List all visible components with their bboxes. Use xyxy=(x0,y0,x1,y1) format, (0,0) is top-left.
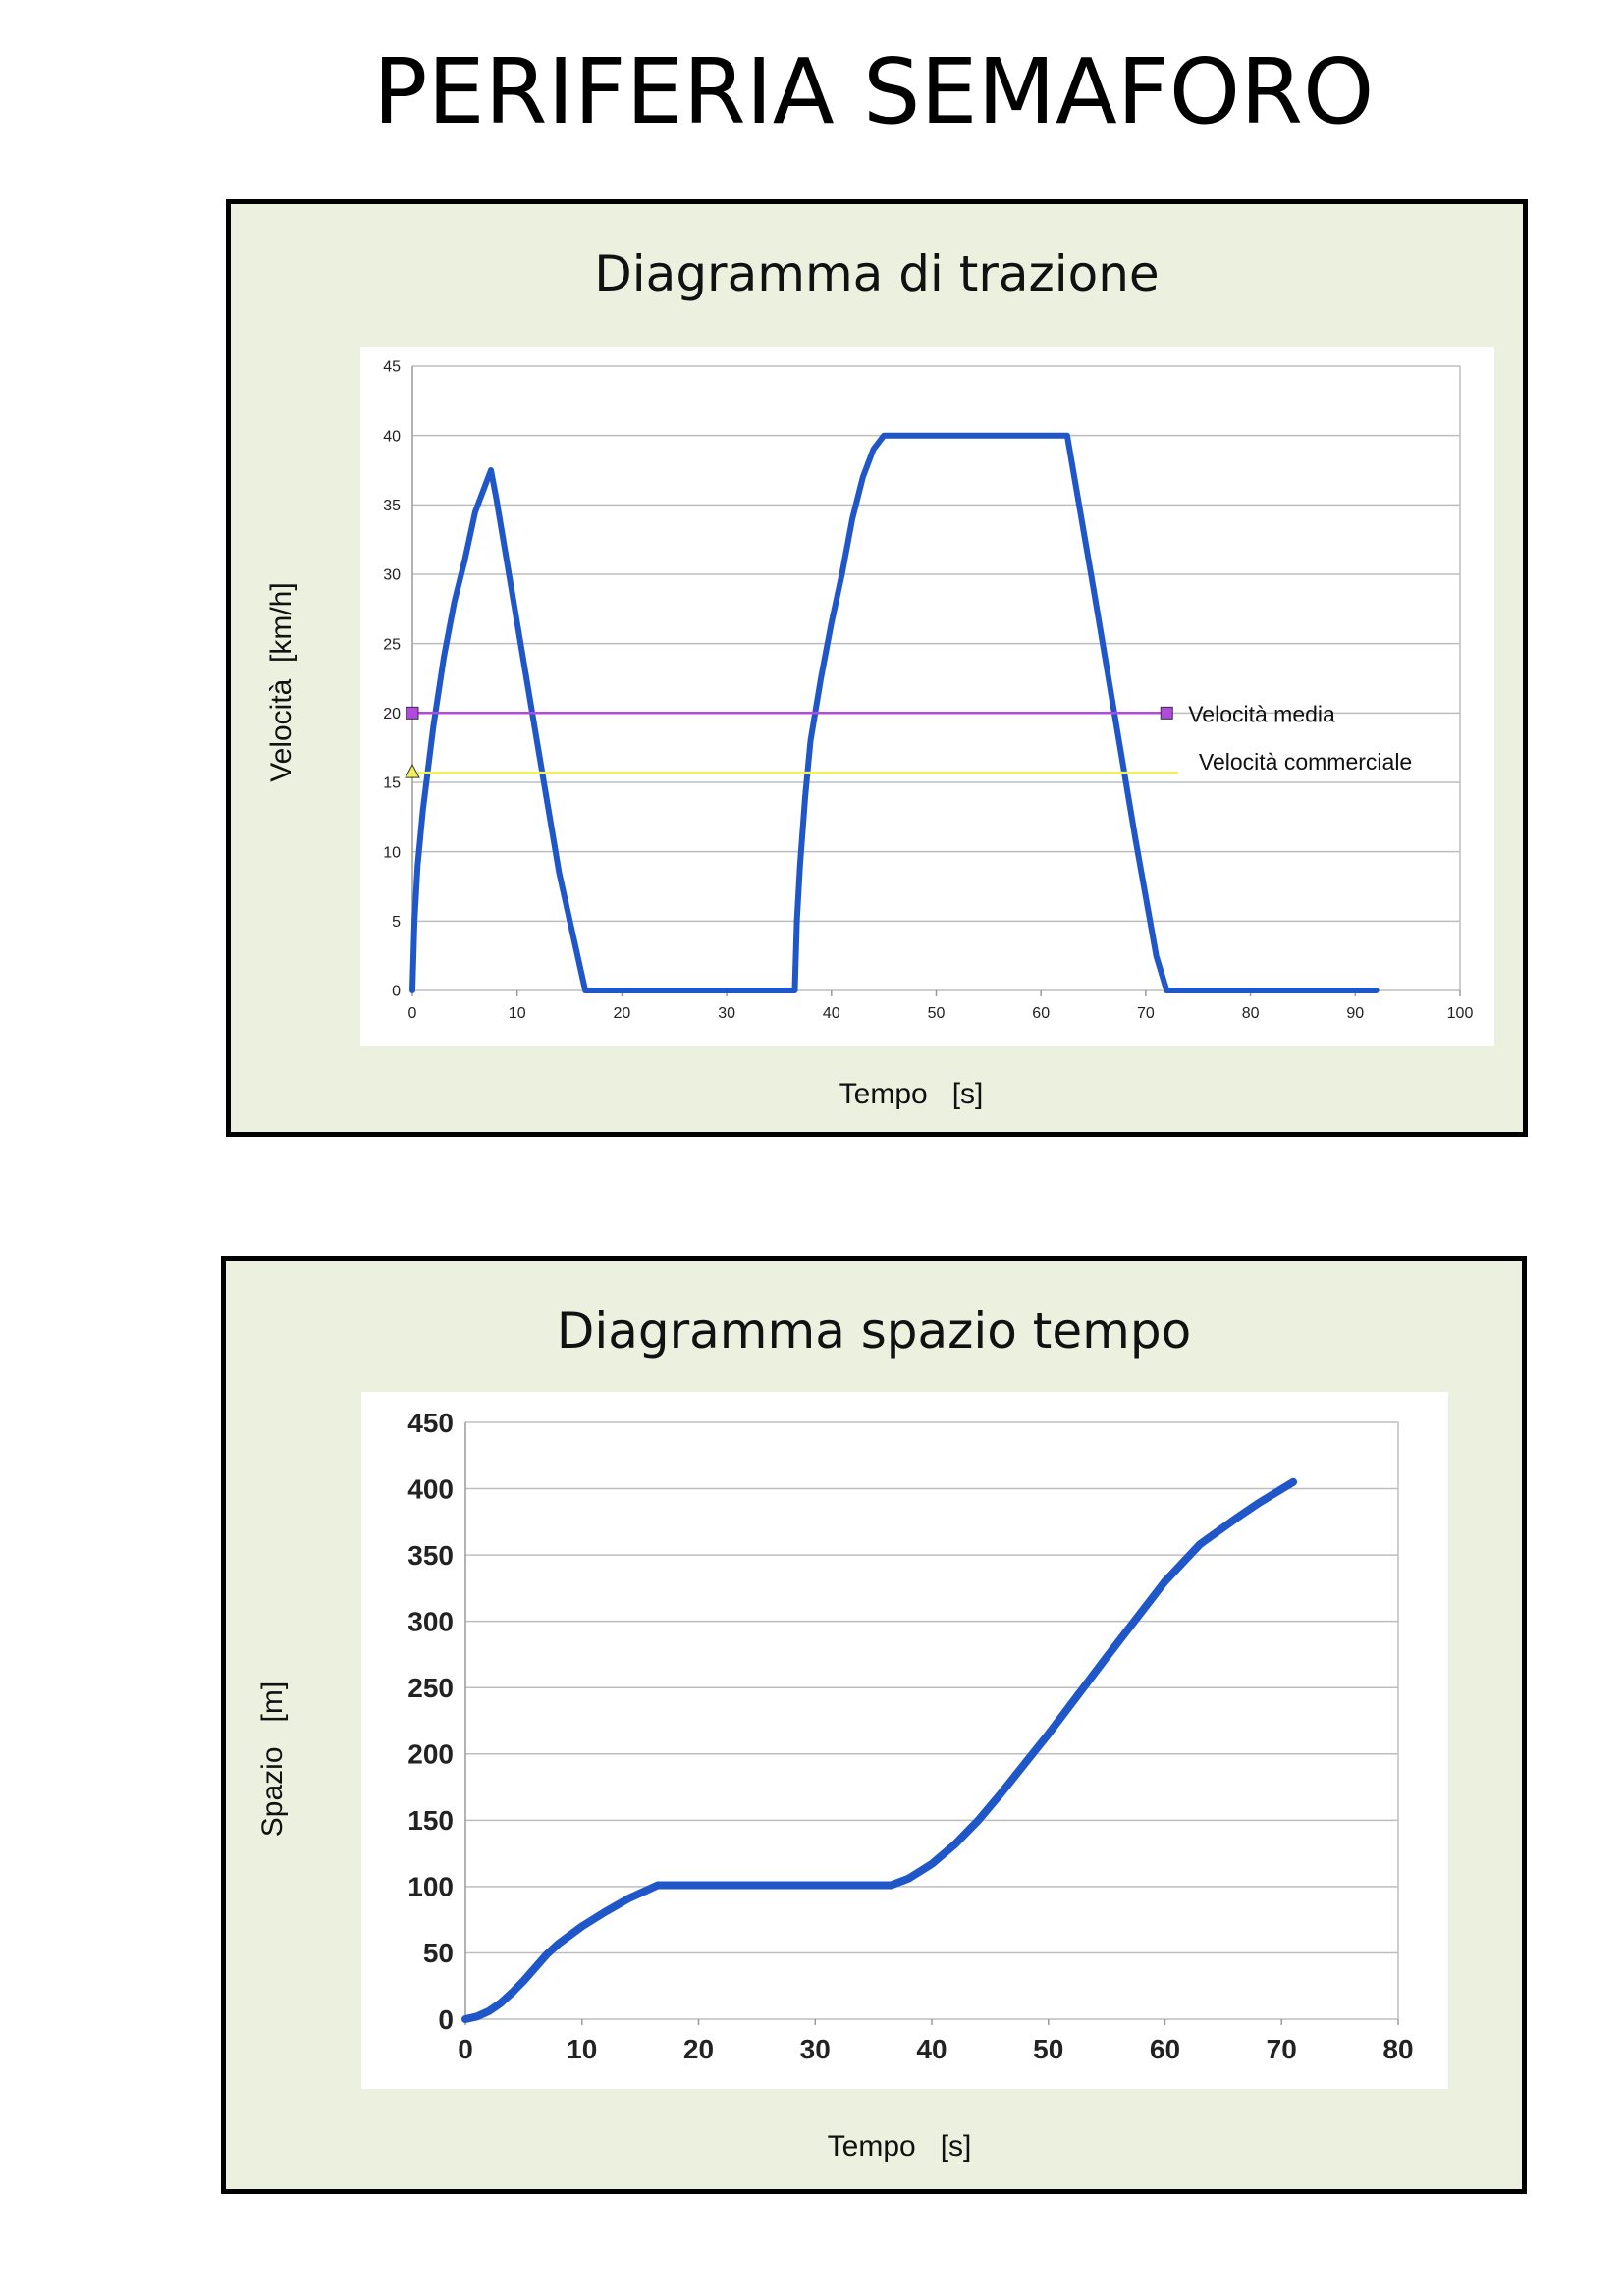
y-tick-label: 250 xyxy=(407,1673,454,1703)
series-point-marker xyxy=(405,764,420,778)
series-point-marker xyxy=(406,706,419,720)
y-tick-label: 300 xyxy=(407,1606,454,1636)
series-label: Velocità media xyxy=(1188,701,1335,726)
y-tick-label: 150 xyxy=(407,1805,454,1836)
x-tick-label: 20 xyxy=(683,2034,714,2064)
series-point-marker xyxy=(1160,706,1173,720)
x-tick-label: 50 xyxy=(1033,2034,1063,2064)
y-tick-label: 25 xyxy=(383,636,401,653)
x-tick-label: 0 xyxy=(408,1005,417,1022)
y-tick-label: 350 xyxy=(407,1540,454,1571)
space-time-plot-area: 0 50 100 150 200 250 300 350 400 450 0 10 20 30 40 50 60… xyxy=(361,1392,1448,2089)
x-tick-label: 30 xyxy=(800,2034,831,2064)
x-tick-label: 70 xyxy=(1267,2034,1297,2064)
y-tick-label: 20 xyxy=(383,706,401,722)
traction-chart: 0 5 10 15 20 25 30 35 40 45 0 10 20 30 40 50 60 70 80 90 100… xyxy=(383,359,1474,1022)
x-tick-label: 40 xyxy=(823,1005,840,1022)
y-tick-label: 40 xyxy=(383,428,401,445)
y-tick-label: 200 xyxy=(407,1739,454,1770)
x-tick-label: 100 xyxy=(1447,1005,1474,1022)
y-tick-label: 0 xyxy=(438,2004,454,2035)
y-tick-label: 35 xyxy=(383,498,401,514)
x-tick-label: 20 xyxy=(614,1005,631,1022)
x-tick-label: 10 xyxy=(567,2034,597,2064)
y-tick-label: 450 xyxy=(407,1408,454,1438)
y-tick-label: 0 xyxy=(392,984,401,1000)
space-time-y-axis-label: Spazio [m] xyxy=(256,1681,289,1838)
x-tick-label: 60 xyxy=(1150,2034,1180,2064)
series-label: Velocità commerciale xyxy=(1199,749,1412,774)
series-line-main xyxy=(461,1477,1298,2023)
x-tick-label: 10 xyxy=(509,1005,526,1022)
y-tick-label: 5 xyxy=(392,914,401,931)
x-tick-label: 0 xyxy=(458,2034,473,2064)
x-tick-label: 30 xyxy=(718,1005,735,1022)
y-tick-label: 10 xyxy=(383,844,401,861)
x-tick-label: 80 xyxy=(1382,2034,1413,2064)
y-tick-label: 50 xyxy=(423,1938,454,1968)
traction-x-axis-label: Tempo [s] xyxy=(839,1078,984,1110)
y-tick-label: 45 xyxy=(383,359,401,376)
x-tick-label: 80 xyxy=(1242,1005,1260,1022)
space-time-chart: 0 50 100 150 200 250 300 350 400 450 0 10 20 30 40 50 60… xyxy=(407,1408,1413,2064)
x-tick-label: 60 xyxy=(1032,1005,1050,1022)
space-time-x-axis-label: Tempo [s] xyxy=(827,2130,972,2163)
y-tick-label: 15 xyxy=(383,775,401,792)
x-tick-label: 90 xyxy=(1346,1005,1364,1022)
y-tick-label: 400 xyxy=(407,1473,454,1504)
traction-chart-title: Diagramma di trazione xyxy=(594,245,1160,302)
space-time-chart-panel: Diagramma spazio tempo 0 50 100 150 200 250 30… xyxy=(221,1256,1527,2194)
y-tick-label: 30 xyxy=(383,567,401,584)
y-tick-label: 100 xyxy=(407,1872,454,1902)
traction-y-axis-label: Velocità [km/h] xyxy=(265,582,298,782)
traction-chart-panel: Diagramma di trazione 0 5 10 15 20 25 30 35 40 45… xyxy=(226,199,1528,1137)
traction-plot-area: 0 5 10 15 20 25 30 35 40 45 0 10 20 30 40 50 60 70 80 90 100… xyxy=(360,347,1494,1046)
x-tick-label: 50 xyxy=(928,1005,946,1022)
x-tick-label: 70 xyxy=(1137,1005,1155,1022)
page-title: PERIFERIA SEMAFORO xyxy=(373,39,1375,144)
space-time-chart-title: Diagramma spazio tempo xyxy=(556,1303,1192,1360)
series-line-main xyxy=(409,432,1380,993)
x-tick-label: 40 xyxy=(916,2034,947,2064)
